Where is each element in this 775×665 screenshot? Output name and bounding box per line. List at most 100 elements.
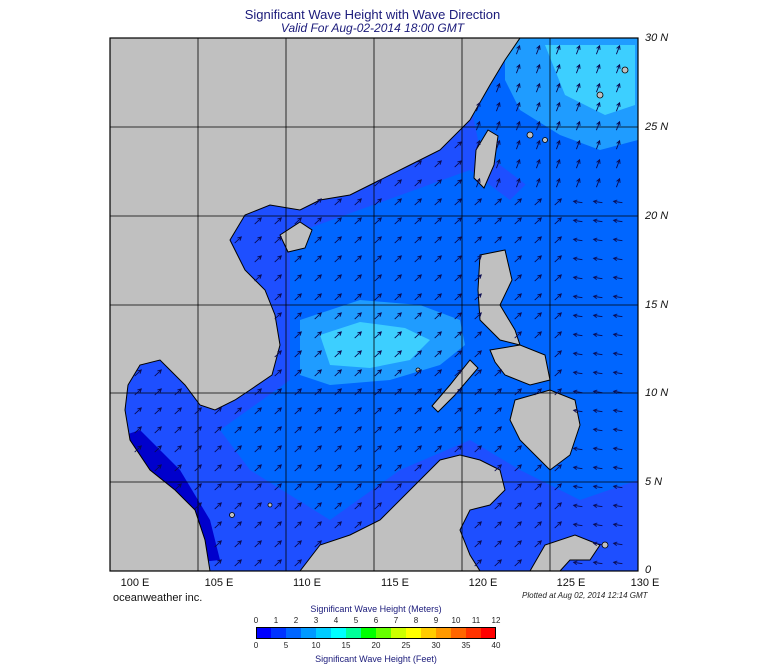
wave-arrow: [214, 426, 222, 434]
wave-arrow: [474, 331, 482, 339]
wave-arrow: [394, 198, 402, 206]
wave-arrow: [495, 139, 501, 150]
wave-arrow: [294, 331, 302, 339]
wave-arrow: [475, 139, 481, 150]
wave-arrow: [474, 388, 482, 396]
wave-arrow: [354, 464, 362, 472]
wave-arrow: [554, 521, 562, 529]
wave-arrow: [374, 483, 382, 491]
wave-arrow: [294, 502, 302, 510]
wave-arrow: [595, 120, 601, 131]
wave-arrow: [314, 464, 322, 472]
wave-arrow: [592, 199, 603, 205]
wave-arrow: [612, 256, 623, 262]
wave-arrow: [134, 426, 142, 434]
wave-arrow: [394, 350, 402, 358]
wave-arrow: [535, 101, 541, 112]
wave-arrow: [274, 407, 282, 415]
wave-arrow: [414, 445, 422, 453]
wave-arrow: [354, 217, 362, 225]
wave-arrow: [394, 312, 402, 320]
wave-arrow: [494, 236, 502, 244]
land-mindanao: [509, 389, 581, 471]
wave-arrow: [354, 255, 362, 263]
wave-arrow: [494, 407, 502, 415]
wave-arrow: [434, 179, 442, 187]
wave-arrow: [454, 331, 462, 339]
wave-arrow: [314, 540, 322, 548]
wave-arrow: [572, 560, 583, 566]
wave-arrow: [612, 332, 623, 338]
wave-arrow: [414, 160, 422, 168]
wave-arrow: [254, 521, 262, 529]
colorbar-swatch: [301, 627, 317, 639]
wave-arrow: [494, 426, 502, 434]
wave-arrow: [334, 255, 342, 263]
wave-arrow: [234, 502, 242, 510]
wave-arrow: [534, 483, 542, 491]
wave-arrow: [334, 217, 342, 225]
wave-arrow: [374, 293, 382, 301]
wave-arrow: [314, 483, 322, 491]
colorbar-swatch: [406, 627, 422, 639]
wave-arrow: [314, 502, 322, 510]
wave-arrow: [495, 158, 501, 169]
wave-arrow: [495, 101, 501, 112]
wave-arrow: [234, 407, 242, 415]
wave-arrow: [474, 540, 482, 548]
wave-arrow: [434, 426, 442, 434]
wave-arrow: [534, 388, 542, 396]
wave-arrow: [555, 63, 561, 74]
wave-arrow: [334, 426, 342, 434]
wave-arrow: [475, 120, 481, 131]
wave-arrow: [374, 502, 382, 510]
wave-arrow: [274, 217, 282, 225]
wave-arrow: [234, 559, 242, 567]
wave-arrow: [314, 312, 322, 320]
wave-arrow: [234, 540, 242, 548]
colorbar-swatch: [436, 627, 452, 639]
wave-arrow: [434, 369, 442, 377]
wave-arrow: [334, 407, 342, 415]
wave-arrow: [294, 312, 302, 320]
lon-label: 100 E: [120, 577, 150, 589]
lat-label: 10 N: [645, 387, 669, 399]
lon-label: 130 E: [630, 577, 660, 589]
wave-arrow: [474, 445, 482, 453]
wave-arrow: [414, 217, 422, 225]
wave-arrow: [474, 350, 482, 358]
wave-arrow: [274, 426, 282, 434]
wave-arrow: [374, 445, 382, 453]
wave-arrow: [572, 332, 583, 338]
wave-arrow: [534, 236, 542, 244]
wave-arrow: [394, 255, 402, 263]
wave-arrow: [615, 158, 621, 169]
wave-arrow: [234, 445, 242, 453]
wave-arrow: [294, 540, 302, 548]
wave-arrow: [535, 82, 541, 93]
colorbar-swatch: [451, 627, 467, 639]
wave-arrow: [554, 388, 562, 396]
wave-arrow: [414, 464, 422, 472]
wave-arrow: [494, 369, 502, 377]
wave-arrow: [615, 139, 621, 150]
wave-arrow: [554, 369, 562, 377]
wave-arrow: [592, 294, 603, 300]
wave-arrow: [394, 464, 402, 472]
wave-arrow: [214, 464, 222, 472]
wave-arrow: [374, 217, 382, 225]
wave-arrow: [314, 388, 322, 396]
colorbar-feet-tick: 0: [253, 641, 259, 650]
wave-arrow: [394, 179, 402, 187]
credit-text: oceanweather inc.: [113, 592, 203, 604]
wave-arrow: [474, 521, 482, 529]
wave-arrow: [274, 350, 282, 358]
wave-arrow: [274, 559, 282, 567]
wave-arrow: [514, 274, 522, 282]
wave-arrow: [515, 44, 521, 55]
wave-arrow: [494, 464, 502, 472]
wave-arrow: [154, 426, 162, 434]
wave-arrow: [334, 369, 342, 377]
wave-arrow: [534, 198, 542, 206]
wave-arrow: [572, 294, 583, 300]
